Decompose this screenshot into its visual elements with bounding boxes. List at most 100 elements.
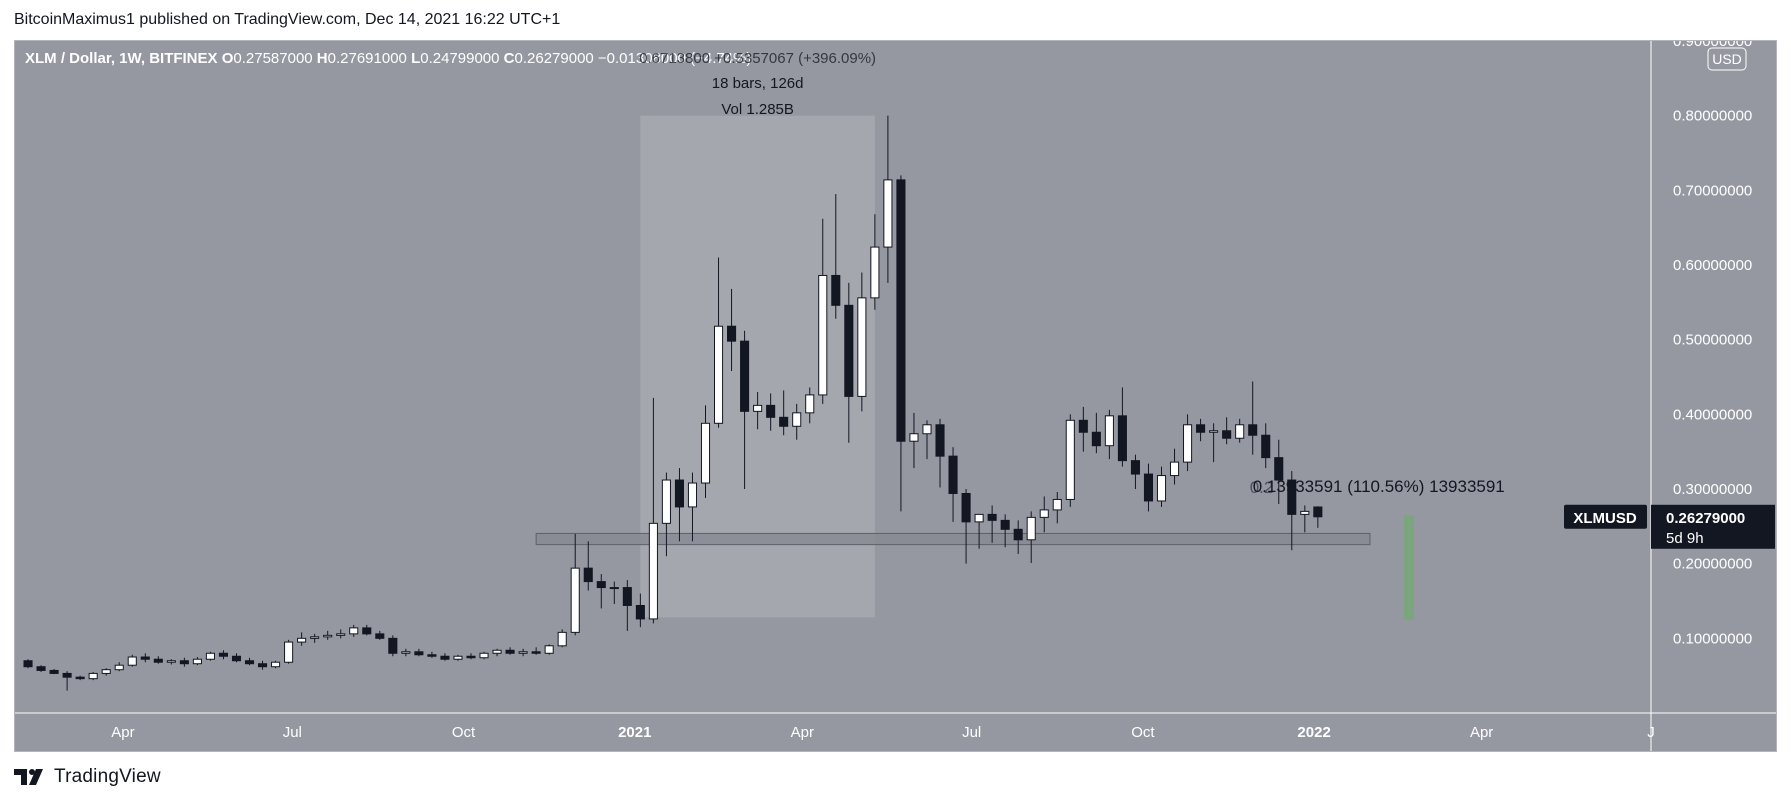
candle-body [166,660,176,663]
candle [700,405,711,498]
candle [818,218,828,404]
currency-button-border [1707,47,1747,71]
candle [336,629,346,639]
candle [284,639,294,664]
candle [440,653,450,661]
candle [401,648,411,657]
candle [1013,520,1023,554]
candle [1039,496,1049,533]
tradingview-brand: TradingView [54,766,161,787]
h-label: H [317,50,328,67]
y-tick-label: 0.10000000 [1673,630,1752,647]
candle-body [1156,475,1167,502]
candle [609,581,619,604]
o-label: O [222,50,234,67]
candle-body [661,479,671,524]
candle [205,651,215,661]
candle [531,647,541,655]
candle-body [779,416,789,427]
candle [883,115,893,283]
ohlc-header: XLM / Dollar, 1W, BITFINEX O0.27587000 H… [25,50,751,67]
y-tick-label: 0.30000000 [1673,481,1752,498]
candle [244,657,255,666]
chart-frame[interactable]: 0.90000000 0.80000000 0.70000000 0.60000000… [14,40,1777,752]
candle [127,654,137,667]
candle [258,660,268,670]
candle-body [687,482,698,508]
candle-body [570,567,580,633]
y-tick-label: 0.20000000 [1673,556,1752,573]
candle-body [505,649,515,654]
candle-body [753,404,763,412]
candle [310,633,320,643]
currency-button[interactable]: USD [1707,47,1747,71]
x-tick-label: Oct [452,724,476,741]
x-tick-label: 2021 [618,724,651,741]
candle [36,665,46,672]
candle [896,175,906,512]
candle-body [1117,415,1127,462]
candle-body [1000,519,1010,530]
chart-canvas[interactable]: 0.90000000 0.80000000 0.70000000 0.60000000… [15,41,1776,751]
candle-body [1039,509,1049,518]
candle [1287,471,1297,551]
candle [727,288,737,372]
candle [492,648,502,657]
candle [297,632,307,646]
candle-body [674,479,684,508]
candle [1261,423,1271,469]
candle-body [1026,516,1036,541]
x-tick-label: J [1647,724,1655,741]
x-tick-label: Jul [962,724,981,741]
bar-countdown: 5d 9h [1666,530,1704,547]
support-zone [535,532,1371,546]
y-tick-label: 0.40000000 [1673,406,1752,423]
candle-body [1091,431,1101,447]
candle-body [700,422,711,484]
candle [388,635,398,657]
candle [909,412,919,469]
candle [544,644,554,655]
candle [974,513,984,549]
symbol-tag-label: XLMUSD [1573,510,1637,527]
candle [766,393,776,431]
candle [1117,387,1127,467]
candle-body [713,325,724,424]
candle [779,390,789,436]
candle [583,541,593,591]
candle-body [127,656,137,666]
candle-body [114,664,124,671]
candle [62,671,72,691]
candle-body [362,627,372,635]
x-tick-label: Apr [791,724,814,741]
candle-body [974,513,984,523]
tradingview-logo[interactable]: TradingView [14,766,161,788]
candle-body [1248,424,1258,436]
measure-label-overlap: 0.2 [1250,478,1274,497]
x-tick-label: Apr [1470,724,1493,741]
candle [596,574,606,609]
candle-body [88,672,98,680]
candle [792,403,802,440]
c-label: C [504,50,515,67]
candle [1313,506,1323,528]
candle [713,257,724,428]
candle-body [23,660,33,668]
candle-body [896,179,906,442]
candle [75,675,85,681]
candle [349,624,359,637]
current-price: 0.26279000 [1666,510,1745,527]
candle-body [388,637,398,654]
candle [753,391,763,430]
candle-body [218,652,228,657]
tradingview-logo-icon [14,769,43,785]
y-tick-label: 0.50000000 [1673,332,1752,349]
candle [570,533,580,636]
candle [1052,491,1062,524]
candle-body [1143,473,1154,502]
publish-line: BitcoinMaximus1 published on TradingView… [14,11,561,28]
date-range-bars-text: 18 bars, 126d [712,75,804,92]
candle [101,668,111,676]
candle [1104,409,1114,460]
candle [1235,418,1245,443]
